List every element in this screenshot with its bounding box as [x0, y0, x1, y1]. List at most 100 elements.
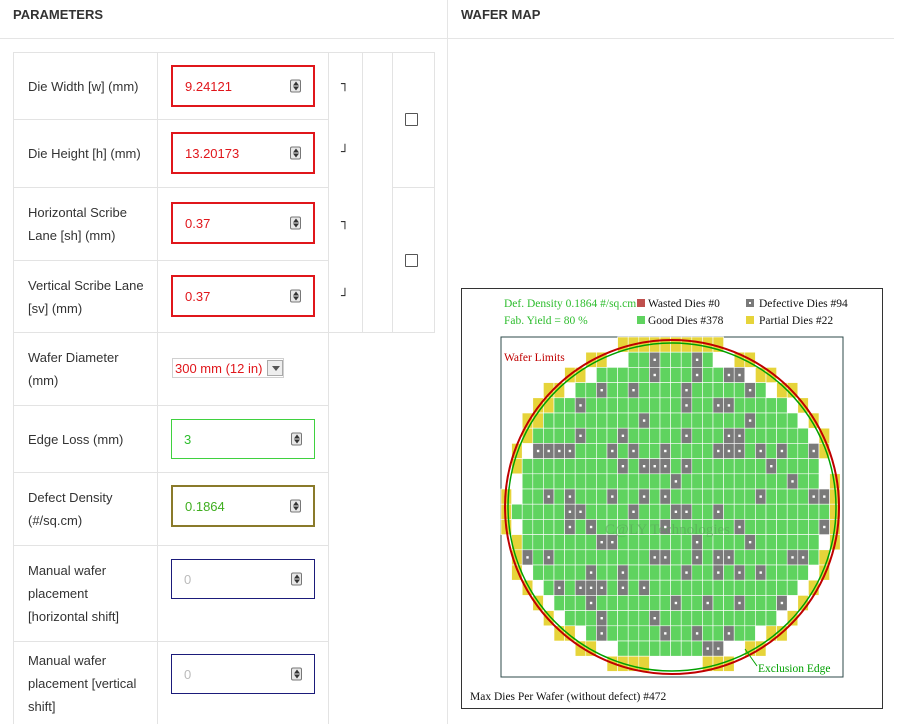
defect-dot: [759, 571, 762, 574]
bracket-top-icon: ┐: [341, 215, 349, 230]
die-height-cell: 13.20173: [157, 119, 329, 188]
defect-dot: [695, 556, 699, 559]
horizontal-scribe-input[interactable]: 0.37: [171, 202, 315, 244]
spinner-icon[interactable]: [291, 572, 302, 586]
die-cell: [691, 640, 703, 657]
die-cell: [564, 625, 576, 642]
die-cell: [564, 579, 576, 596]
die-cell: [744, 595, 756, 611]
spinner-icon[interactable]: [290, 79, 301, 93]
spinner-icon[interactable]: [290, 289, 301, 303]
good-swatch: [637, 316, 645, 324]
die-cell: [564, 427, 576, 444]
die-cell: [712, 488, 724, 505]
die-cell: [659, 351, 671, 368]
defect-dot: [589, 586, 593, 589]
die-cell: [797, 427, 809, 444]
die-cell: [670, 367, 682, 383]
die-cell: [564, 610, 576, 627]
die-cell: [723, 473, 735, 490]
die-cell: [744, 564, 756, 581]
defect-dot: [727, 373, 731, 377]
die-cell: [574, 595, 587, 611]
lock-die-size-checkbox[interactable]: [405, 113, 418, 126]
die-cell: [670, 564, 682, 581]
die-cell: [606, 473, 618, 490]
defect-dot: [621, 571, 625, 574]
die-cell: [723, 458, 735, 475]
die-cell: [596, 503, 608, 520]
die-cell: [744, 610, 756, 627]
die-cell: [638, 625, 650, 642]
vertical-shift-input[interactable]: 0: [171, 654, 315, 694]
die-cell: [627, 473, 640, 490]
die-cell: [755, 382, 767, 399]
die-cell: [606, 610, 618, 627]
die-cell: [596, 473, 608, 490]
die-cell: [744, 579, 756, 596]
die-cell: [585, 503, 597, 520]
die-cell: [564, 458, 576, 475]
die-cell: [596, 443, 608, 459]
chevron-down-icon[interactable]: [267, 360, 283, 376]
defect-dot: [738, 449, 741, 453]
die-cell: [797, 534, 809, 551]
spinner-icon[interactable]: [291, 667, 302, 681]
horizontal-shift-input[interactable]: 0: [171, 559, 315, 599]
die-height-input[interactable]: 13.20173: [171, 132, 315, 174]
die-cell: [532, 549, 544, 566]
vertical-scribe-input[interactable]: 0.37: [171, 275, 315, 317]
die-cell: [638, 427, 650, 444]
die-cell: [702, 549, 714, 566]
die-width-input[interactable]: 9.24121: [171, 65, 315, 107]
lock-scribe-checkbox[interactable]: [405, 254, 418, 267]
defect-density-input[interactable]: 0.1864: [171, 485, 315, 527]
die-cell: [521, 473, 534, 490]
die-cell: [521, 488, 534, 505]
die-cell: [543, 503, 555, 520]
die-cell: [786, 503, 799, 520]
defect-dot: [812, 449, 815, 453]
spinner-icon[interactable]: [290, 499, 301, 513]
die-cell: [617, 640, 629, 657]
die-cell: [638, 564, 650, 581]
die-cell: [797, 519, 809, 535]
die-cell: [649, 595, 661, 611]
die-cell: [744, 397, 756, 414]
die-cell: [649, 427, 661, 444]
die-cell: [765, 427, 777, 444]
die-cell: [574, 473, 587, 490]
defect-dot: [600, 617, 603, 620]
die-cell: [691, 412, 703, 429]
exclusion-edge-label: Exclusion Edge: [758, 663, 831, 675]
wafer-diameter-select[interactable]: 300 mm (12 in): [172, 358, 284, 378]
params-header-divider: [0, 38, 447, 39]
die-cell: [553, 458, 565, 475]
column-divider: [447, 0, 448, 724]
die-cell: [670, 579, 682, 596]
defect-dot: [738, 601, 741, 605]
die-cell: [543, 564, 555, 581]
die-cell: [670, 549, 682, 566]
die-cell: [702, 458, 714, 475]
horizontal-shift-label: Manual wafer placement [horizontal shift…: [13, 545, 158, 642]
die-cell: [733, 625, 746, 642]
die-cell: [553, 397, 565, 414]
spinner-icon[interactable]: [290, 216, 301, 230]
edge-loss-label: Edge Loss (mm): [13, 405, 158, 473]
defect-dot: [579, 586, 582, 589]
die-cell: [627, 397, 640, 414]
die-cell: [786, 519, 799, 535]
die-cell: [574, 534, 587, 551]
defect-dot: [611, 495, 614, 498]
die-width-label: Die Width [w] (mm): [13, 52, 158, 120]
spinner-icon[interactable]: [291, 432, 302, 446]
die-cell: [733, 412, 746, 429]
spinner-icon[interactable]: [290, 146, 301, 160]
die-cell: [596, 549, 608, 566]
die-cell: [553, 412, 565, 429]
die-cell: [521, 503, 534, 520]
edge-loss-input[interactable]: 3: [171, 419, 315, 459]
die-cell: [670, 412, 682, 429]
defect-dot: [738, 571, 741, 574]
